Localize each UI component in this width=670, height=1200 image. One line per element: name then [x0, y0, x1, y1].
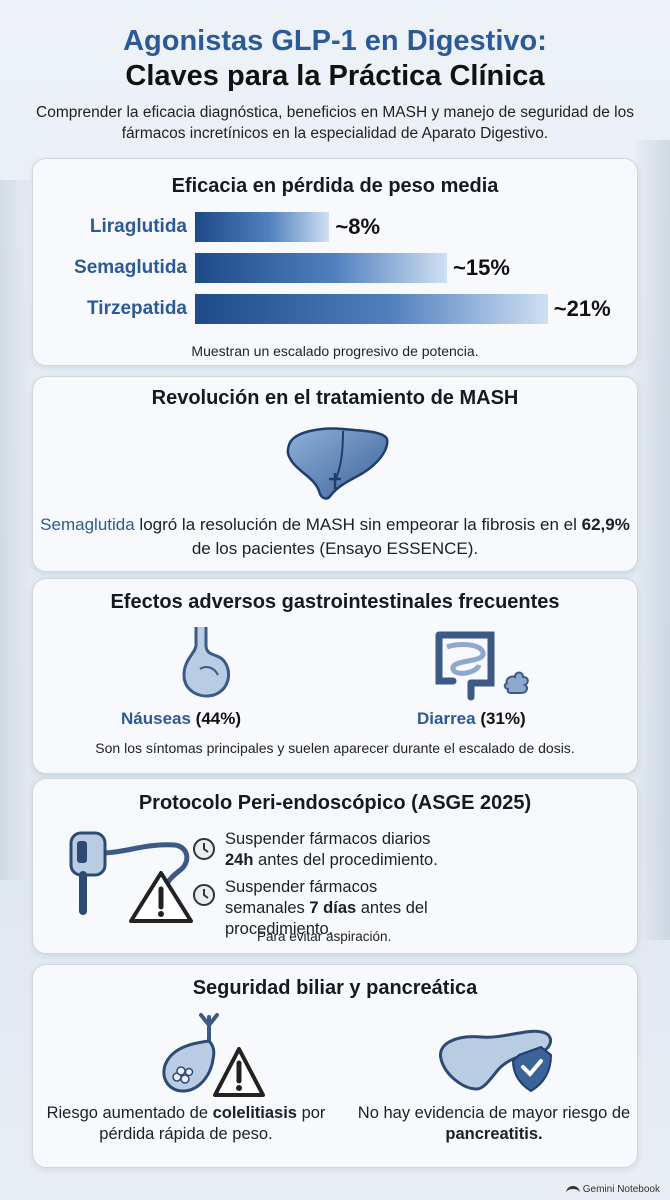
- biliary-left-b: colelitiasis: [212, 1104, 297, 1122]
- adverse-effects-note: Son los síntomas principales y suelen ap…: [95, 740, 575, 756]
- bar: [195, 212, 330, 242]
- background-wall-right: [636, 140, 670, 940]
- mash-text: Semaglutida logró la resolución de MASH …: [33, 513, 637, 561]
- page-title-line2: Claves para la Práctica Clínica: [125, 60, 545, 92]
- gemini-logo-icon: [565, 1185, 580, 1194]
- stomach-icon: [182, 627, 231, 698]
- weight-loss-note: Muestran un escalado progresivo de poten…: [191, 343, 479, 359]
- biliary-right-b: pancreatitis.: [445, 1125, 543, 1143]
- nausea-label: Náuseas (44%): [121, 709, 241, 729]
- bar-label: Semaglutida: [74, 257, 187, 278]
- bar-label: Liraglutida: [89, 216, 187, 237]
- clock-icon: [193, 884, 215, 906]
- protocol-item-weekly: Suspender fármacos semanales 7 días ante…: [225, 877, 455, 940]
- adverse-effects-card: Efectos adversos gastrointestinales frec…: [32, 578, 638, 774]
- adverse-effects-title: Efectos adversos gastrointestinales frec…: [110, 591, 560, 613]
- mash-card: Revolución en el tratamiento de MASH Sem…: [32, 376, 638, 572]
- protocol-item1-c: antes del procedimiento.: [253, 851, 438, 869]
- protocol-item2-b: 7 días: [309, 899, 357, 917]
- bar-row-semaglutida: Semaglutida ~15%: [33, 253, 637, 283]
- footer-brand-text: Gemini Notebook: [582, 1184, 660, 1195]
- page-subtitle: Comprender la eficacia diagnóstica, bene…: [36, 104, 634, 142]
- diarrhea-pct: (31%): [480, 709, 526, 728]
- gallbladder-warning-icon: [162, 1013, 265, 1097]
- biliary-right-a: No hay evidencia de mayor riesgo de: [357, 1104, 631, 1122]
- intestine-icon: [435, 631, 529, 701]
- diarrhea-label: Diarrea (31%): [417, 709, 526, 729]
- protocol-note: Para evitar aspiración.: [257, 929, 392, 944]
- protocol-item-daily: Suspender fármacos diarios 24h antes del…: [225, 829, 455, 871]
- pancreas-shield-icon: [439, 1029, 553, 1093]
- protocol-item2-a: Suspender fármacos semanales: [225, 878, 378, 917]
- bar: [195, 253, 447, 283]
- biliary-title: Seguridad biliar y pancreática: [192, 977, 478, 999]
- biliary-left-c: por pérdida rápida de peso.: [99, 1104, 326, 1143]
- mash-title: Revolución en el tratamiento de MASH: [151, 387, 519, 409]
- bar-row-tirzepatida: Tirzepatida ~21%: [33, 294, 637, 324]
- bar: [195, 294, 548, 324]
- nausea-pct: (44%): [195, 709, 242, 728]
- biliary-left-text: Riesgo aumentado de colelitiasis por pér…: [41, 1103, 331, 1145]
- page-header: Agonistas GLP-1 en Digestivo: Claves par…: [0, 24, 670, 144]
- weight-loss-title: Eficacia en pérdida de peso media: [171, 175, 499, 197]
- clock-icon: [193, 838, 215, 860]
- background-wall-left: [0, 180, 30, 880]
- biliary-right-text: No hay evidencia de mayor riesgo de panc…: [349, 1103, 639, 1145]
- mash-drug: Semaglutida: [40, 515, 135, 534]
- protocol-item2-c: antes del procedimiento.: [225, 899, 428, 938]
- bar-value-label: ~21%: [553, 296, 611, 321]
- bar-value-label: ~8%: [335, 214, 381, 239]
- mash-pct: 62,9%: [581, 515, 630, 534]
- protocol-item1-a: Suspender fármacos diarios: [225, 830, 431, 848]
- page-title-line1: Agonistas GLP-1 en Digestivo:: [123, 25, 547, 57]
- nausea-text: Náuseas: [121, 709, 191, 728]
- bar-row-liraglutida: Liraglutida ~8%: [33, 212, 637, 242]
- diarrhea-text: Diarrea: [417, 709, 476, 728]
- protocol-title: Protocolo Peri-endoscópico (ASGE 2025): [138, 792, 532, 814]
- bar-label: Tirzepatida: [87, 298, 187, 319]
- protocol-item1-b: 24h: [225, 851, 254, 869]
- mash-text-part1: logró la resolución de MASH sin empeorar…: [134, 515, 582, 534]
- protocol-card: Protocolo Peri-endoscópico (ASGE 2025) S…: [32, 778, 638, 954]
- endoscope-warning-icon: [69, 831, 193, 923]
- bar-value-label: ~15%: [453, 255, 510, 280]
- liver-icon: [286, 427, 389, 500]
- biliary-card: Seguridad biliar y pancreática Riesgo au…: [32, 964, 638, 1168]
- mash-text-part2: de los pacientes (Ensayo ESSENCE).: [191, 539, 479, 558]
- biliary-left-a: Riesgo aumentado de: [46, 1104, 213, 1122]
- weight-loss-card: Eficacia en pérdida de peso media Liragl…: [32, 158, 638, 366]
- footer-brand: Gemini Notebook: [565, 1184, 660, 1195]
